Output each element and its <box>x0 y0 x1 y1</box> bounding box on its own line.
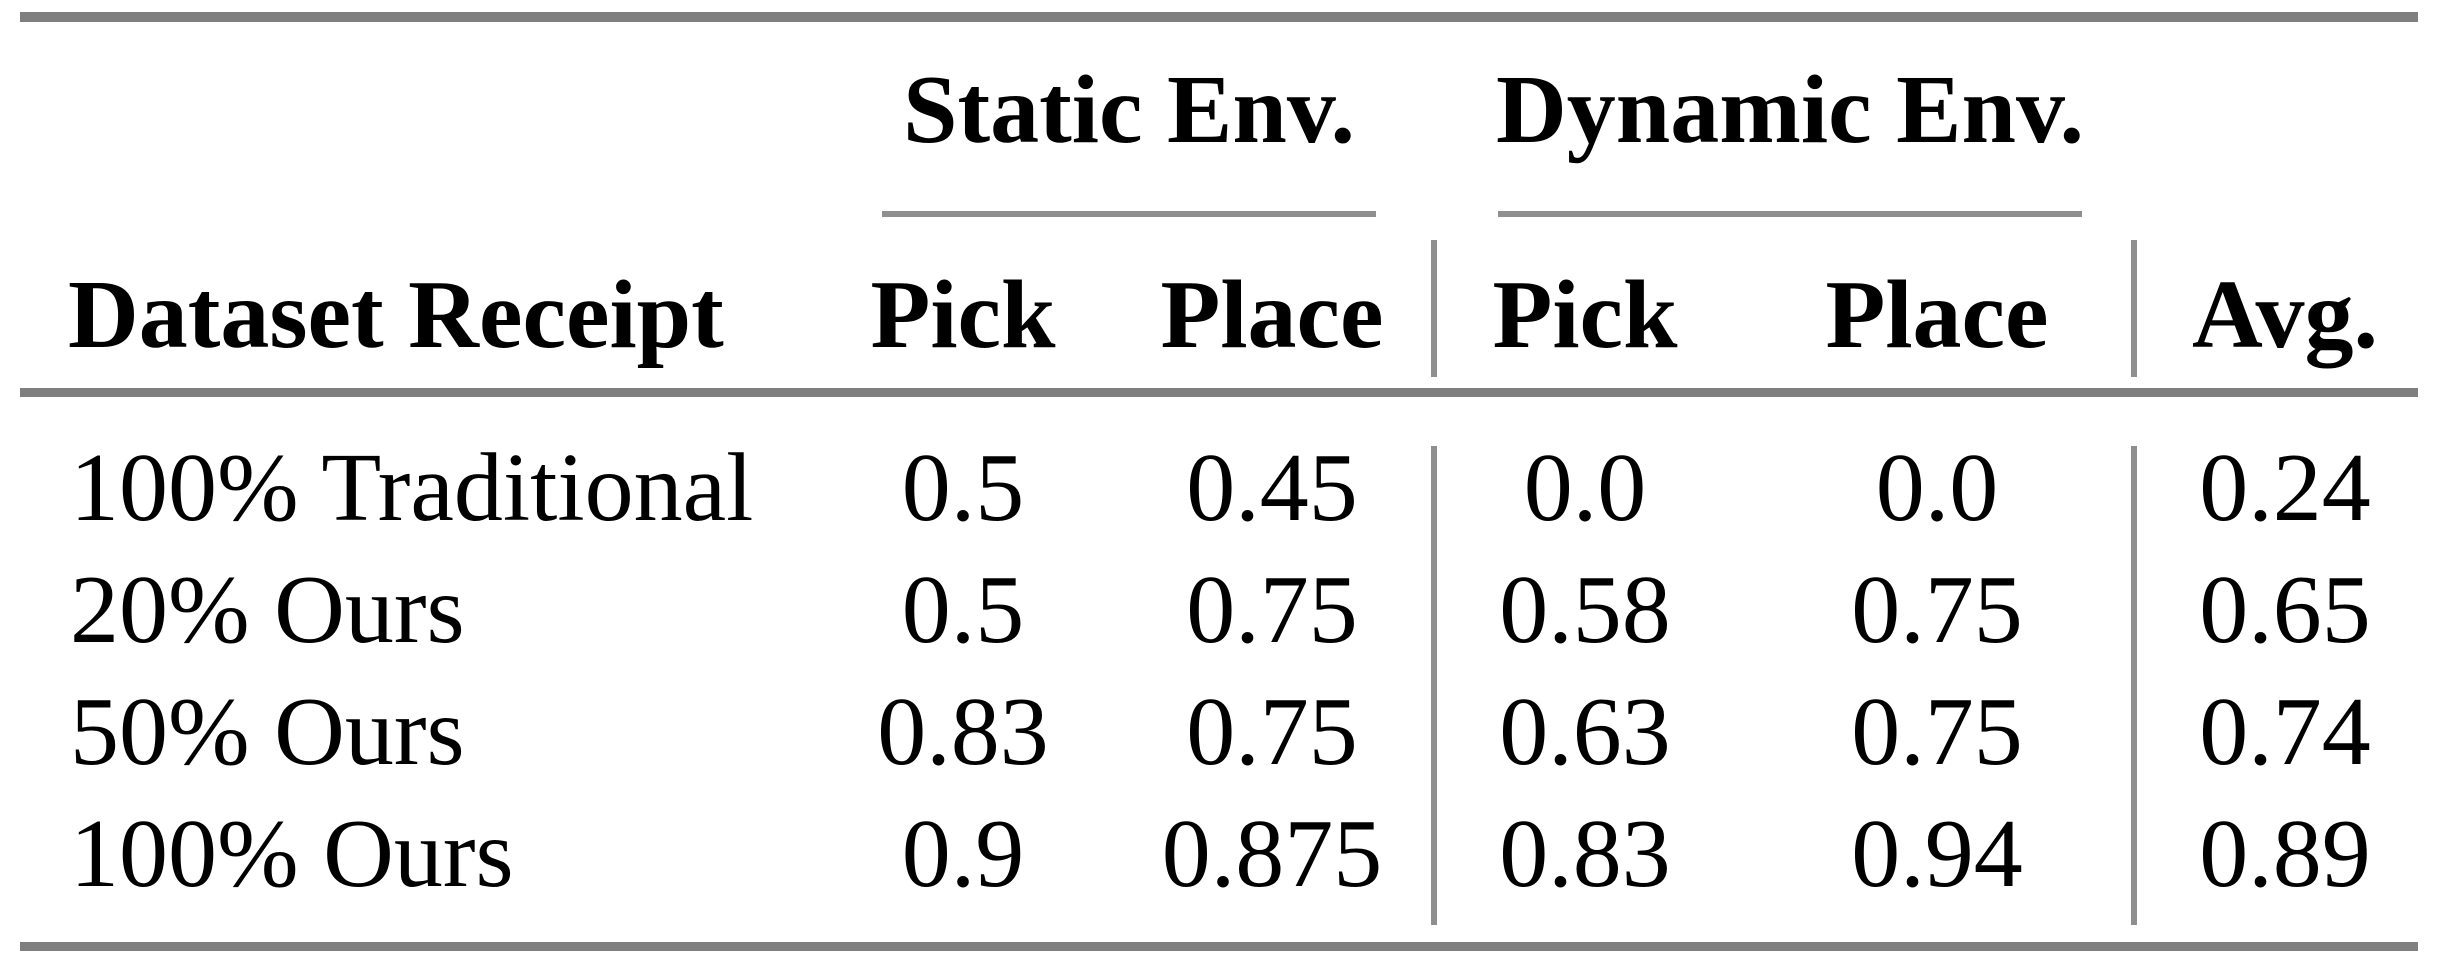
cell-static-pick: 0.5 <box>901 434 1025 542</box>
cell-dynamic-place: 0.75 <box>1851 556 2023 664</box>
cell-static-place: 0.75 <box>1186 556 1358 664</box>
cell-avg: 0.89 <box>2199 800 2371 908</box>
dynamic-env-cmidrule <box>1498 211 2082 217</box>
top-rule <box>20 12 2418 22</box>
header-vertical-divider-2 <box>2131 240 2137 377</box>
data-vertical-divider-1 <box>1431 446 1437 925</box>
row-label: 100% Ours <box>70 800 514 908</box>
cell-static-pick: 0.9 <box>901 800 1025 908</box>
row-label: 100% Traditional <box>70 434 754 542</box>
column-group-static-env: Static Env. <box>903 56 1355 164</box>
bottom-rule <box>20 942 2418 951</box>
column-group-dynamic-env: Dynamic Env. <box>1495 56 2085 164</box>
cell-static-place: 0.75 <box>1186 678 1358 786</box>
cell-static-place: 0.875 <box>1161 800 1383 908</box>
data-vertical-divider-2 <box>2131 446 2137 925</box>
cell-dynamic-place: 0.0 <box>1875 434 1999 542</box>
cell-avg: 0.65 <box>2199 556 2371 664</box>
static-env-cmidrule <box>882 211 1376 217</box>
column-header-dataset-receipt: Dataset Receipt <box>68 261 724 369</box>
cell-dynamic-pick: 0.63 <box>1499 678 1671 786</box>
column-header-avg: Avg. <box>2192 261 2378 369</box>
header-separator-rule <box>20 388 2418 397</box>
column-header-static-place: Place <box>1160 261 1384 369</box>
header-vertical-divider-1 <box>1431 240 1437 377</box>
column-header-dynamic-pick: Pick <box>1492 261 1678 369</box>
cell-static-place: 0.45 <box>1186 434 1358 542</box>
cell-dynamic-pick: 0.58 <box>1499 556 1671 664</box>
row-label: 20% Ours <box>70 556 465 664</box>
cell-avg: 0.24 <box>2199 434 2371 542</box>
column-header-static-pick: Pick <box>870 261 1056 369</box>
cell-avg: 0.74 <box>2199 678 2371 786</box>
row-label: 50% Ours <box>70 678 465 786</box>
cell-dynamic-pick: 0.83 <box>1499 800 1671 908</box>
cell-dynamic-place: 0.94 <box>1851 800 2023 908</box>
cell-static-pick: 0.5 <box>901 556 1025 664</box>
column-header-dynamic-place: Place <box>1825 261 2049 369</box>
cell-dynamic-pick: 0.0 <box>1523 434 1647 542</box>
cell-static-pick: 0.83 <box>877 678 1049 786</box>
cell-dynamic-place: 0.75 <box>1851 678 2023 786</box>
